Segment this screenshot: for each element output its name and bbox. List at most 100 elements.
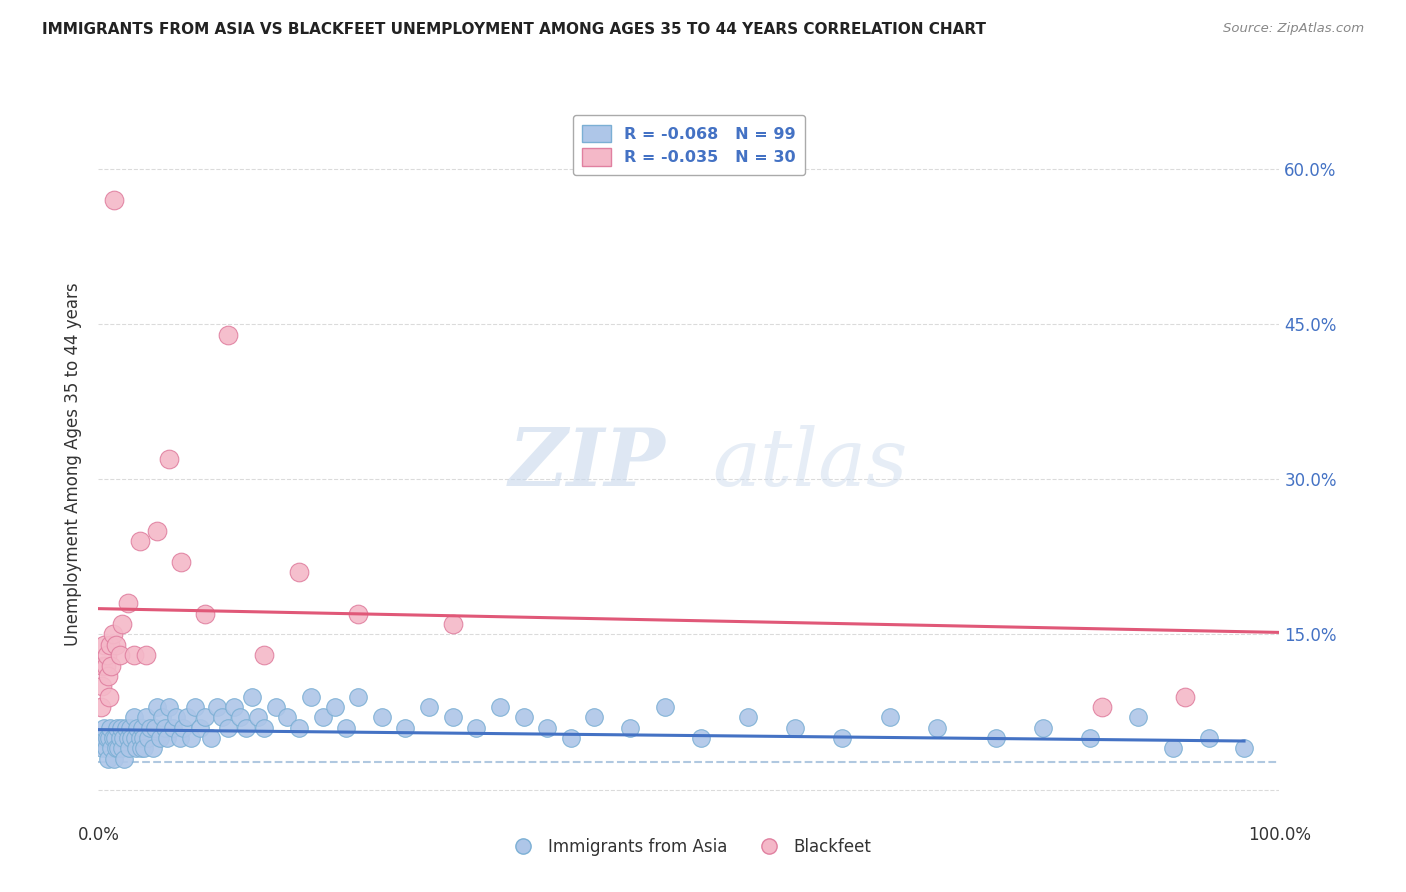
Point — [149, 731, 172, 745]
Point — [785, 721, 807, 735]
Point — [654, 699, 676, 714]
Point — [512, 710, 534, 724]
Point — [194, 710, 217, 724]
Text: atlas: atlas — [713, 425, 908, 502]
Point — [211, 710, 233, 724]
Point — [136, 731, 159, 745]
Point — [118, 741, 141, 756]
Point — [93, 721, 115, 735]
Point — [117, 597, 139, 611]
Point — [114, 721, 136, 735]
Point — [246, 710, 269, 724]
Point — [128, 534, 150, 549]
Point — [122, 710, 145, 724]
Point — [94, 741, 117, 756]
Point — [312, 710, 335, 724]
Point — [323, 699, 346, 714]
Point — [224, 699, 246, 714]
Point — [121, 731, 143, 745]
Point — [560, 731, 582, 745]
Point — [91, 658, 114, 673]
Point — [98, 638, 121, 652]
Point — [105, 741, 128, 756]
Point — [122, 648, 145, 662]
Point — [831, 731, 853, 745]
Point — [264, 699, 287, 714]
Point — [93, 638, 115, 652]
Point — [150, 710, 173, 724]
Point — [124, 731, 146, 745]
Point — [111, 741, 134, 756]
Point — [125, 741, 148, 756]
Point — [170, 555, 193, 569]
Text: ZIP: ZIP — [509, 425, 665, 502]
Point — [105, 721, 128, 735]
Point — [96, 648, 118, 662]
Point — [1080, 731, 1102, 745]
Point — [240, 690, 263, 704]
Point — [100, 741, 122, 756]
Point — [112, 751, 135, 765]
Point — [128, 731, 150, 745]
Point — [107, 741, 129, 756]
Text: Source: ZipAtlas.com: Source: ZipAtlas.com — [1223, 22, 1364, 36]
Point — [129, 741, 152, 756]
Point — [441, 710, 464, 724]
Point — [98, 721, 121, 735]
Point — [235, 721, 257, 735]
Point — [180, 731, 202, 745]
Point — [169, 731, 191, 745]
Point — [229, 710, 252, 724]
Point — [489, 699, 512, 714]
Point — [1126, 710, 1149, 724]
Point — [583, 710, 606, 724]
Point — [418, 699, 440, 714]
Point — [1174, 690, 1197, 704]
Point — [194, 607, 217, 621]
Point — [91, 679, 114, 693]
Point — [142, 741, 165, 756]
Point — [184, 699, 207, 714]
Point — [253, 721, 276, 735]
Point — [299, 690, 322, 704]
Point — [100, 658, 122, 673]
Point — [394, 721, 416, 735]
Point — [1032, 721, 1054, 735]
Point — [91, 741, 114, 756]
Point — [90, 699, 112, 714]
Point — [111, 617, 134, 632]
Point — [135, 648, 157, 662]
Point — [1198, 731, 1220, 745]
Point — [98, 690, 121, 704]
Y-axis label: Unemployment Among Ages 35 to 44 years: Unemployment Among Ages 35 to 44 years — [65, 282, 83, 646]
Point — [1233, 741, 1256, 756]
Point — [217, 327, 239, 342]
Point — [112, 731, 135, 745]
Point — [103, 193, 125, 207]
Point — [146, 524, 169, 538]
Text: IMMIGRANTS FROM ASIA VS BLACKFEET UNEMPLOYMENT AMONG AGES 35 TO 44 YEARS CORRELA: IMMIGRANTS FROM ASIA VS BLACKFEET UNEMPL… — [42, 22, 986, 37]
Point — [101, 731, 124, 745]
Point — [200, 731, 222, 745]
Point — [217, 721, 239, 735]
Point — [165, 710, 187, 724]
Point — [347, 607, 370, 621]
Point — [96, 731, 118, 745]
Point — [98, 731, 121, 745]
Point — [127, 721, 149, 735]
Point — [253, 648, 276, 662]
Point — [131, 721, 153, 735]
Point — [205, 699, 228, 714]
Point — [117, 731, 139, 745]
Point — [157, 699, 180, 714]
Point — [172, 721, 194, 735]
Point — [134, 741, 156, 756]
Point — [1091, 699, 1114, 714]
Point — [441, 617, 464, 632]
Point — [139, 721, 162, 735]
Point — [120, 721, 142, 735]
Point — [737, 710, 759, 724]
Point — [157, 451, 180, 466]
Point — [97, 669, 120, 683]
Point — [536, 721, 558, 735]
